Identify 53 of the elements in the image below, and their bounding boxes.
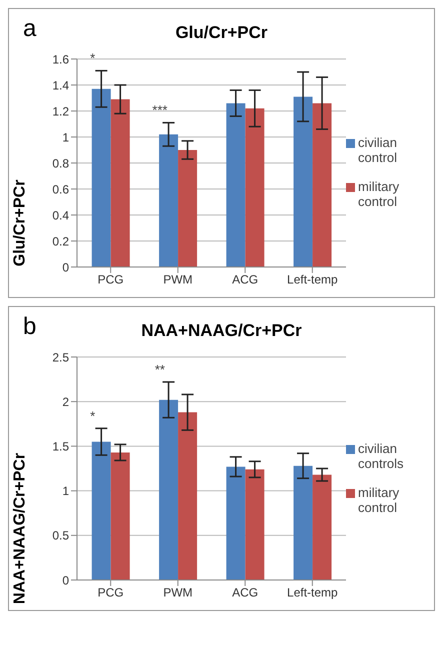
annotation: *	[90, 408, 96, 424]
legend-label: military control	[358, 484, 400, 514]
annotation: **	[154, 362, 165, 377]
chart-title: NAA+NAAG/Cr+PCr	[141, 321, 302, 340]
bar	[110, 99, 130, 267]
x-tick-label: ACG	[232, 272, 258, 287]
x-tick-label: PCG	[98, 586, 124, 600]
legend-label: military control	[358, 179, 400, 209]
x-tick-label: PWM	[163, 272, 193, 287]
bar	[159, 134, 178, 267]
y-tick-label: 0.2	[52, 234, 70, 248]
y-tick-label: 0.4	[52, 208, 70, 222]
legend-label: civilian control	[358, 135, 398, 165]
annotation: ***	[152, 102, 168, 118]
y-tick-label: 2	[62, 394, 70, 409]
text: a	[23, 15, 36, 43]
y-tick-label: 0	[62, 573, 70, 588]
bar	[226, 103, 246, 267]
bar	[294, 466, 313, 580]
bar	[312, 474, 332, 580]
bar	[245, 469, 264, 580]
y-tick-label: 0.6	[52, 182, 70, 196]
chart-title: Glu/Cr+PCr	[175, 23, 268, 42]
bar	[159, 400, 178, 580]
x-tick-label: ACG	[232, 586, 258, 600]
bar	[226, 466, 246, 580]
bar	[294, 96, 313, 267]
y-tick-label: 1.6	[52, 52, 70, 66]
y-axis-title: NAA+NAAG/Cr+PCr	[12, 452, 29, 604]
bar	[178, 412, 198, 580]
y-tick-label: 1	[62, 130, 70, 144]
x-tick-label: PCG	[98, 272, 124, 287]
y-tick-label: 1.5	[52, 439, 70, 454]
x-tick-label: Left-temp	[287, 586, 338, 600]
bar	[178, 150, 198, 267]
y-axis-title: Glu/Cr+PCr	[12, 180, 29, 266]
x-tick-label: Left-temp	[287, 272, 338, 287]
bar	[110, 452, 130, 580]
y-tick-label: 2.5	[52, 350, 70, 364]
y-tick-label: 1	[62, 484, 70, 498]
bar	[312, 103, 332, 267]
y-tick-label: 1.2	[52, 104, 70, 118]
y-tick-label: 1.4	[52, 78, 70, 92]
bar	[245, 108, 264, 267]
y-tick-label: 0.5	[52, 528, 70, 543]
bar	[92, 88, 111, 267]
y-tick-label: 0.8	[52, 156, 70, 170]
y-tick-label: 0	[62, 260, 70, 274]
legend-label: civilian controls	[358, 440, 405, 470]
text: b	[23, 313, 36, 341]
bar	[92, 442, 111, 580]
annotation: *	[90, 50, 96, 66]
x-tick-label: PWM	[163, 586, 193, 600]
